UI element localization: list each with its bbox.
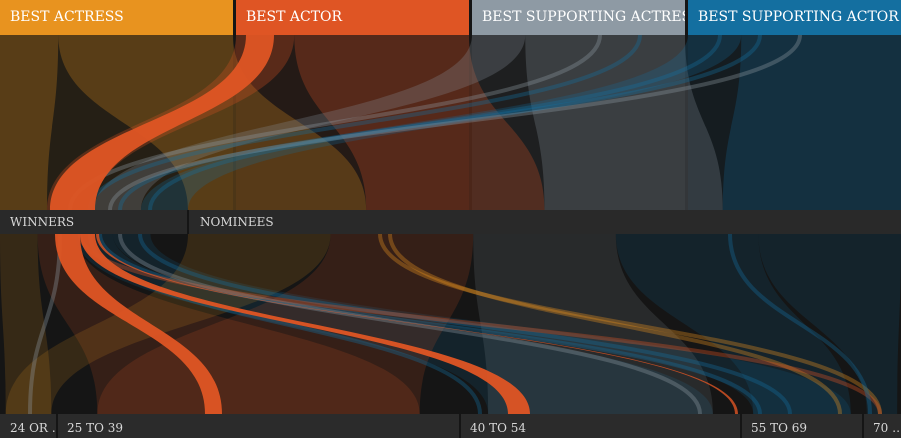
column-tint-3 <box>688 35 901 210</box>
strand-4 <box>88 34 642 211</box>
strand-8 <box>378 233 882 415</box>
flow-bottom-1-3 <box>615 234 851 414</box>
flow-top-2-0 <box>94 35 526 210</box>
flow-top-3-0 <box>141 35 742 210</box>
flow-bottom-0-3 <box>112 234 851 414</box>
column-tint-1 <box>236 35 469 210</box>
status-label-winners: WINNERS <box>10 215 75 229</box>
tab-best-actress[interactable]: BEST ACTRESS <box>0 0 233 35</box>
age-label-24-or-under: 24 OR … <box>10 421 57 435</box>
age-band <box>0 414 901 438</box>
highlight-flow-winners-to-55-69 <box>96 234 738 414</box>
strand-0 <box>148 34 722 211</box>
flow-bottom-0-2 <box>75 234 713 414</box>
strand-7 <box>138 233 792 415</box>
flow-top-2-1 <box>525 35 723 210</box>
flow-bottom-0-0 <box>0 234 52 414</box>
highlight-flow-winners-to-40-54 <box>80 234 530 414</box>
tab-best-supporting-actor[interactable]: BEST SUPPORTING ACTOR <box>688 0 901 35</box>
age-label-40-to-54: 40 TO 54 <box>470 421 527 435</box>
flow-top-0-0 <box>0 35 59 210</box>
strand-5 <box>98 233 762 415</box>
flow-bottom-1-2 <box>473 234 713 414</box>
strand-1 <box>118 34 762 211</box>
flow-top-0-1 <box>58 35 367 210</box>
age-label-55-to-69: 55 TO 69 <box>751 421 808 435</box>
flow-bottom-1-0 <box>5 234 331 414</box>
tab-best-supporting-actress[interactable]: BEST SUPPORTING ACTRESS <box>472 0 685 35</box>
status-band <box>0 210 901 234</box>
strand-13 <box>28 233 62 415</box>
age-label-25-to-39: 25 TO 39 <box>67 421 124 435</box>
age-label-70-plus: 70 … <box>873 421 901 435</box>
strand-6 <box>118 233 702 415</box>
flow-top-3-1 <box>722 35 901 210</box>
highlight-flow-actor-to-winners <box>50 35 274 210</box>
strand-2 <box>108 34 802 211</box>
column-tint-2 <box>472 35 685 210</box>
strand-9 <box>388 233 842 415</box>
column-tint-0 <box>0 35 233 210</box>
flow-top-1-1 <box>294 35 545 210</box>
strand-10 <box>78 233 882 415</box>
flow-bottom-0-1 <box>37 234 420 414</box>
highlight-flow-winners-to-25-39 <box>55 234 222 414</box>
strand-12 <box>728 233 872 415</box>
tab-best-actor[interactable]: BEST ACTOR <box>236 0 469 35</box>
status-label-nominees: NOMINEES <box>200 215 274 229</box>
flow-bottom-1-4 <box>758 234 901 414</box>
